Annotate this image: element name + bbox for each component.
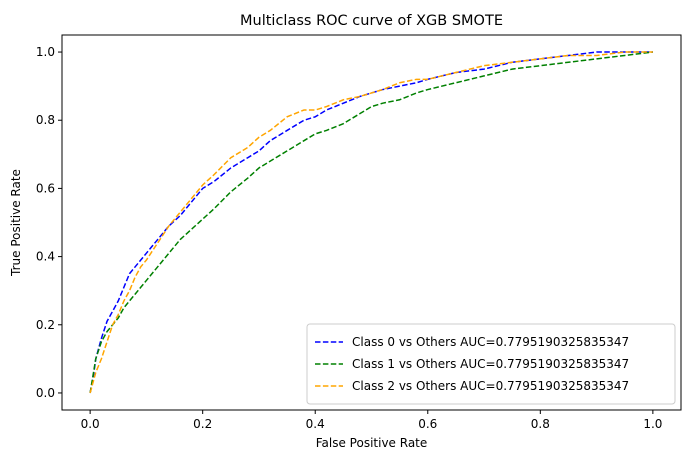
y-tick-label: 1.0 — [36, 45, 55, 59]
series-line-class-2 — [89, 51, 653, 394]
legend-box — [306, 323, 676, 405]
series-line-class-1 — [89, 51, 653, 394]
series-line-class-0 — [89, 51, 653, 394]
y-axis-title: True Positive Rate — [9, 169, 23, 277]
legend-label: Class 1 vs Others AUC=0.7795190325835347 — [352, 357, 629, 371]
plot-area — [61, 34, 682, 411]
chart-title: Multiclass ROC curve of XGB SMOTE — [240, 13, 503, 29]
y-axis-ticks: 0.0 0.2 0.4 0.6 0.8 1.0 — [36, 45, 62, 400]
y-tick-label: 0.0 — [36, 386, 55, 400]
y-tick-label: 0.4 — [36, 250, 55, 264]
x-axis-ticks: 0.0 0.2 0.4 0.6 0.8 1.0 — [81, 410, 662, 431]
series-lines — [89, 51, 653, 394]
x-tick-label: 0.6 — [418, 417, 437, 431]
x-tick-label: 1.0 — [643, 417, 662, 431]
y-tick-label: 0.8 — [36, 113, 55, 127]
y-tick-label: 0.2 — [36, 318, 55, 332]
x-tick-label: 0.8 — [531, 417, 550, 431]
legend-label: Class 0 vs Others AUC=0.7795190325835347 — [352, 335, 629, 349]
x-tick-label: 0.2 — [193, 417, 212, 431]
y-tick-label: 0.6 — [36, 181, 55, 195]
x-tick-label: 0.4 — [306, 417, 325, 431]
x-tick-label: 0.0 — [81, 417, 100, 431]
legend-label: Class 2 vs Others AUC=0.7795190325835347 — [352, 379, 629, 393]
legend: Class 0 vs Others AUC=0.7795190325835347… — [306, 323, 676, 405]
x-axis-title: False Positive Rate — [316, 436, 428, 450]
